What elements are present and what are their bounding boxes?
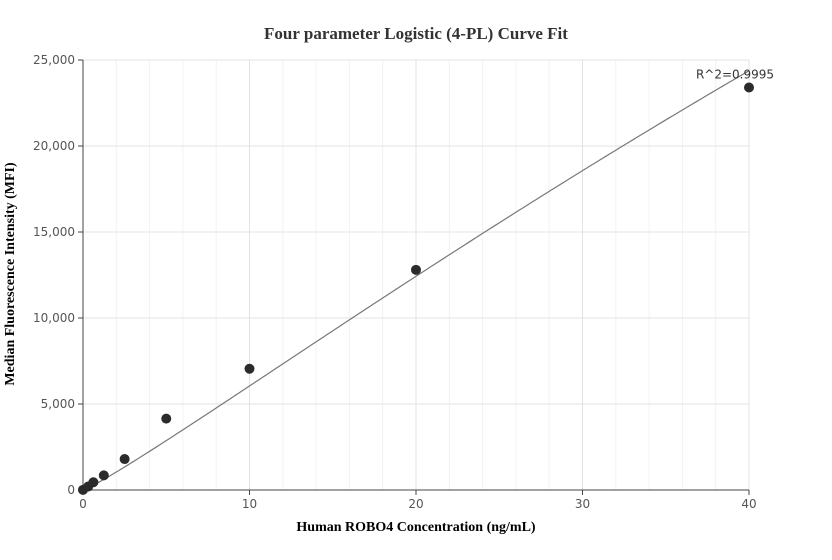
y-tick-label: 25,000 bbox=[33, 53, 75, 67]
x-axis-title: Human ROBO4 Concentration (ng/mL) bbox=[296, 520, 536, 535]
grid bbox=[83, 59, 750, 490]
chart-title: Four parameter Logistic (4-PL) Curve Fit bbox=[264, 24, 568, 43]
data-point bbox=[411, 264, 421, 275]
y-tick-label: 20,000 bbox=[33, 139, 75, 153]
data-point bbox=[244, 363, 255, 374]
x-tick-label: 30 bbox=[575, 497, 590, 511]
y-tick-label: 5,000 bbox=[41, 397, 75, 411]
y-tick-label: 15,000 bbox=[33, 225, 75, 239]
fit-curve bbox=[82, 70, 750, 491]
x-axis-ticks: 0 10 20 30 40 bbox=[79, 490, 757, 511]
data-point bbox=[744, 82, 754, 93]
r-squared-annotation: R^2=0.9995 bbox=[696, 68, 774, 82]
y-tick-label: 10,000 bbox=[33, 311, 75, 325]
data-points bbox=[78, 82, 754, 495]
data-point bbox=[98, 470, 109, 481]
y-axis-title: Median Fluorescence Intensity (MFI) bbox=[3, 162, 18, 386]
x-tick-label: 20 bbox=[408, 497, 423, 511]
data-point bbox=[161, 413, 172, 424]
data-point bbox=[88, 477, 99, 488]
x-tick-label: 10 bbox=[242, 497, 257, 511]
x-tick-label: 0 bbox=[79, 497, 87, 511]
data-point bbox=[119, 454, 130, 465]
y-tick-label: 0 bbox=[67, 483, 75, 497]
y-axis-ticks: 0 5,000 10,000 15,000 20,000 25,000 bbox=[33, 53, 83, 497]
x-tick-label: 40 bbox=[741, 497, 756, 511]
